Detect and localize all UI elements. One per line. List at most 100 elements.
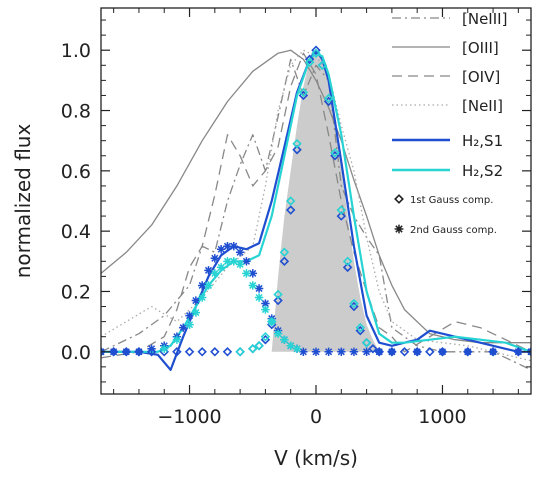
1st-gauss-comp-point bbox=[425, 347, 435, 357]
h-s2-1st-gauss-comp-point bbox=[317, 60, 328, 71]
1st-gauss-comp-point bbox=[342, 262, 353, 273]
2nd-gauss-comp-point bbox=[299, 347, 308, 356]
2nd-gauss-comp-point bbox=[261, 299, 270, 308]
h-s2-1st-gauss-comp-point bbox=[330, 148, 340, 158]
1st-gauss-comp-point bbox=[336, 211, 347, 221]
h-s2-2nd-gauss-comp-point bbox=[229, 257, 238, 266]
1st-gauss-comp-point bbox=[273, 295, 283, 306]
h-s2-2nd-gauss-comp-point bbox=[191, 308, 201, 317]
h-s2-2nd-gauss-comp-point bbox=[204, 281, 213, 290]
shaded-area bbox=[271, 50, 380, 352]
h-s2-1st-gauss-comp-point bbox=[279, 247, 290, 257]
1st-gauss-comp-point bbox=[210, 347, 220, 357]
y-tick-label: 0.6 bbox=[61, 161, 91, 183]
series-line-oiii bbox=[101, 49, 531, 344]
legend-label: [OIV] bbox=[462, 68, 500, 86]
2nd-gauss-comp-point bbox=[109, 347, 118, 356]
1st-gauss-comp-point bbox=[197, 347, 207, 357]
h-s2-1st-gauss-comp-point bbox=[298, 87, 309, 98]
2nd-gauss-comp-point bbox=[242, 257, 251, 266]
legend-item-h-s2: H₂,S2 bbox=[392, 162, 503, 180]
h-s2-2nd-gauss-comp-point bbox=[216, 263, 226, 272]
2nd-gauss-comp-point bbox=[337, 347, 346, 356]
legend-item-h-s1: H₂,S1 bbox=[392, 132, 503, 150]
h-s2-2nd-gauss-comp-point bbox=[273, 329, 283, 338]
x-axis-title: V (km/s) bbox=[274, 446, 358, 470]
1st-gauss-comp-point bbox=[399, 347, 410, 357]
2nd-gauss-comp-point bbox=[311, 347, 321, 356]
2nd-gauss-comp-point bbox=[375, 347, 384, 356]
2nd-gauss-comp-point bbox=[254, 284, 264, 293]
y-tick-label: 0.0 bbox=[61, 342, 91, 364]
legend-label: H₂,S2 bbox=[462, 162, 503, 180]
2nd-gauss-comp-point bbox=[197, 281, 207, 290]
2nd-gauss-comp-point bbox=[229, 242, 238, 251]
h-s2-1st-gauss-comp-point bbox=[235, 347, 245, 357]
gauss-markers-layer bbox=[101, 45, 531, 357]
h-s2-2nd-gauss-comp-point bbox=[292, 344, 302, 353]
2nd-gauss-comp-point bbox=[514, 347, 523, 356]
1st-gauss-comp-point bbox=[279, 256, 290, 267]
legend-item-neii: [NeII] bbox=[392, 97, 503, 115]
2nd-gauss-comp-point bbox=[412, 347, 422, 356]
legend-label: [NeIII] bbox=[462, 10, 507, 28]
legend-label: [NeII] bbox=[462, 97, 503, 115]
h-s2-1st-gauss-comp-point bbox=[260, 331, 271, 342]
2nd-gauss-comp-point bbox=[387, 347, 397, 356]
1st-gauss-comp-point bbox=[184, 347, 195, 357]
h-s2-1st-gauss-comp-point bbox=[311, 48, 321, 58]
h-s2-2nd-gauss-comp-point bbox=[223, 257, 232, 266]
1st-gauss-comp-point bbox=[292, 145, 302, 155]
legend-label: 2nd Gauss comp. bbox=[410, 225, 497, 236]
x-tick-label: 1000 bbox=[418, 406, 466, 428]
h-s2-1st-gauss-comp-point bbox=[285, 196, 296, 206]
x-tick-label: −1000 bbox=[157, 406, 221, 428]
2nd-gauss-comp-point bbox=[488, 347, 498, 356]
legend-item-2nd-gauss-comp: 2nd Gauss comp. bbox=[394, 224, 497, 236]
2nd-gauss-comp-point bbox=[463, 347, 472, 356]
legend-label: 1st Gauss comp. bbox=[410, 195, 493, 206]
2nd-gauss-comp-point bbox=[362, 347, 371, 356]
h-s2-2nd-gauss-comp-point bbox=[185, 320, 194, 329]
1st-gauss-comp-point bbox=[101, 347, 106, 357]
2nd-gauss-comp-point bbox=[191, 296, 201, 305]
2nd-gauss-comp-point bbox=[324, 347, 333, 356]
h-s2-2nd-gauss-comp-point bbox=[235, 260, 245, 269]
h-s2-1st-gauss-comp-point bbox=[254, 341, 264, 351]
legend-asterisk-marker bbox=[394, 224, 404, 234]
h-s2-2nd-gauss-comp-point bbox=[280, 335, 289, 344]
h-s2-1st-gauss-comp-point bbox=[292, 138, 302, 149]
h-s2-1st-gauss-comp-point bbox=[361, 338, 372, 348]
y-tick-label: 0.2 bbox=[61, 281, 91, 303]
2nd-gauss-comp-point bbox=[179, 323, 188, 332]
1st-gauss-comp-point bbox=[304, 54, 315, 64]
h-s2-1st-gauss-comp-point bbox=[342, 256, 353, 267]
legend: [NeIII] [OIII] [OIV] [NeII] H₂,S1 H₂,S2 1st Ga… bbox=[392, 10, 507, 236]
2nd-gauss-comp-point bbox=[185, 311, 194, 320]
h-s2-2nd-gauss-comp-point bbox=[160, 344, 169, 353]
1st-gauss-comp-point bbox=[285, 205, 296, 215]
2nd-gauss-comp-point bbox=[204, 266, 213, 275]
h-s2-2nd-gauss-comp-point bbox=[267, 317, 276, 326]
h-s2-1st-gauss-comp-point bbox=[248, 344, 258, 354]
h-s2-1st-gauss-comp-point bbox=[336, 205, 347, 215]
legend-label: [OIII] bbox=[462, 39, 499, 57]
x-tick-label: 0 bbox=[310, 406, 322, 428]
series-line-neiii bbox=[101, 58, 531, 371]
y-tick-label: 0.4 bbox=[61, 221, 91, 243]
2nd-gauss-comp-point bbox=[216, 245, 226, 254]
1st-gauss-comp-point bbox=[526, 347, 531, 357]
h-s2-2nd-gauss-comp-point bbox=[172, 335, 182, 344]
y-tick-label: 0.8 bbox=[61, 101, 91, 123]
2nd-gauss-comp-point bbox=[134, 347, 144, 356]
shaded-area-layer bbox=[271, 50, 380, 352]
h-s2-2nd-gauss-comp-point bbox=[210, 269, 220, 278]
2nd-gauss-comp-point bbox=[122, 347, 131, 356]
2nd-gauss-comp-point bbox=[210, 254, 220, 263]
legend-item-1st-gauss-comp: 1st Gauss comp. bbox=[394, 194, 493, 206]
2nd-gauss-comp-point bbox=[248, 269, 257, 278]
h-s2-1st-gauss-comp-point bbox=[349, 298, 359, 309]
1st-gauss-comp-point bbox=[172, 347, 182, 357]
h-s2-1st-gauss-comp-point bbox=[355, 322, 365, 333]
